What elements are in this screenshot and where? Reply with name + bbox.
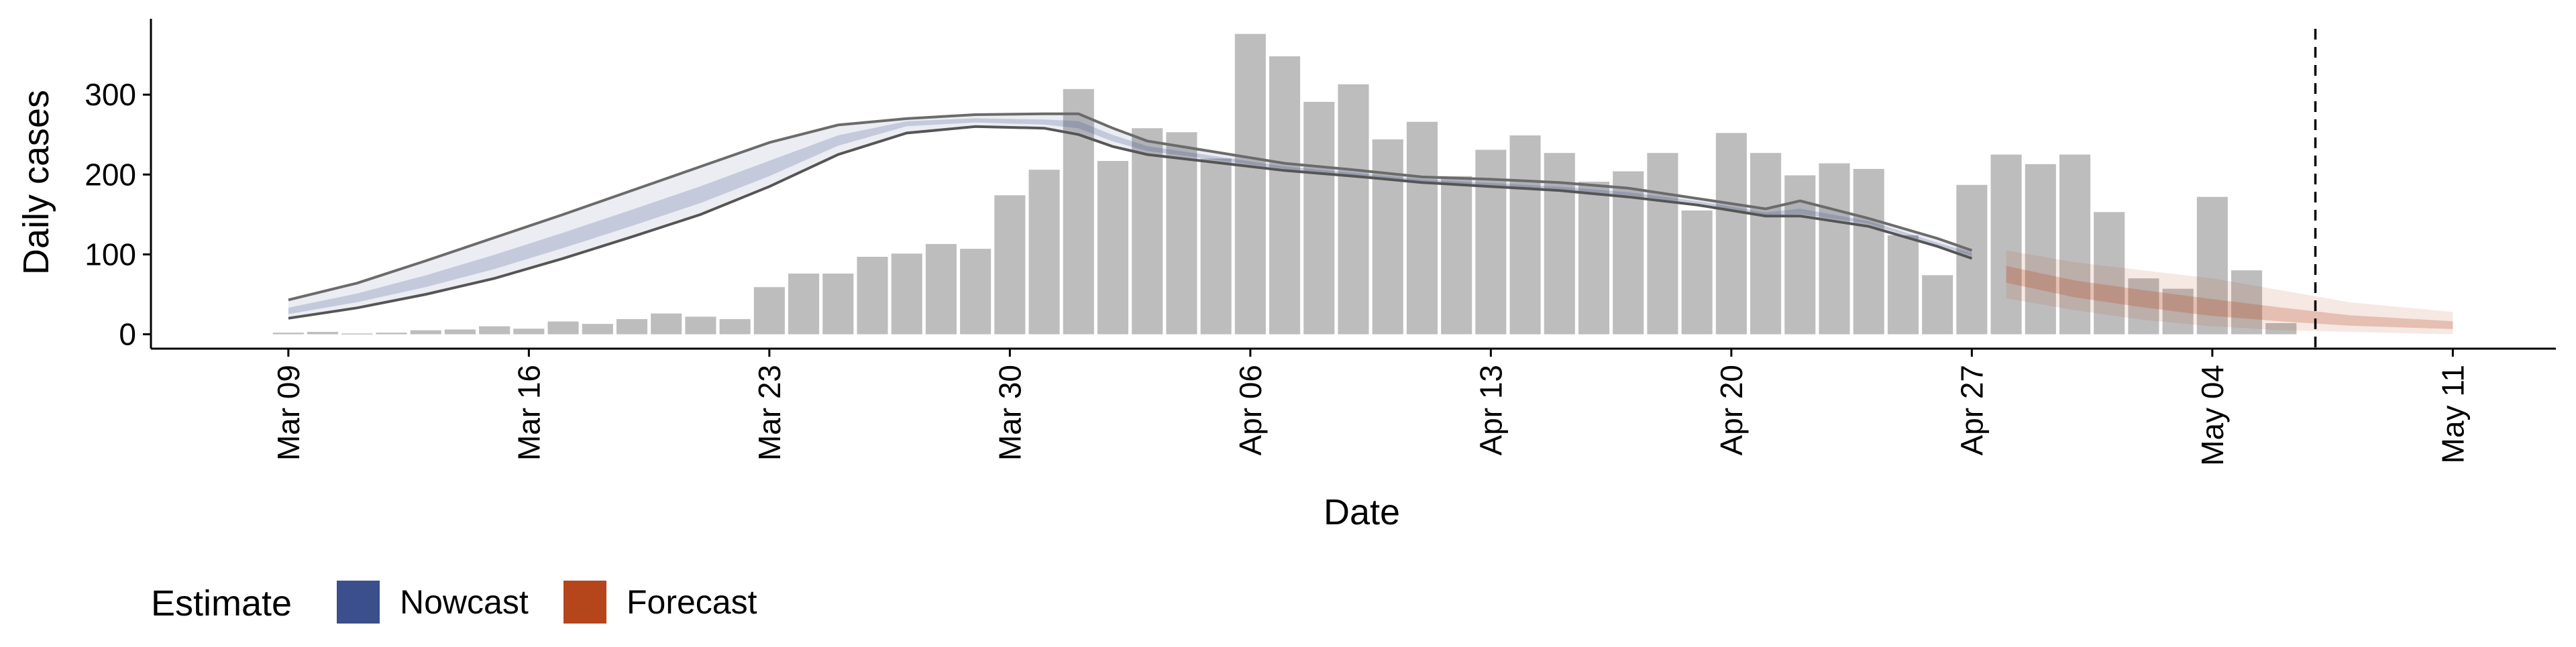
x-tick-label: Apr 06: [1233, 365, 1268, 456]
bar: [1406, 121, 1438, 335]
bar: [547, 321, 579, 335]
ticks-layer: 0 100 200 300 Mar 09 Mar 16 Mar 23 Mar 30 Apr 06…: [85, 77, 2470, 466]
bar: [2128, 278, 2159, 335]
x-tick-label: May 11: [2435, 365, 2470, 463]
axes-layer: [150, 19, 2556, 350]
y-tick-label: 100: [85, 237, 136, 272]
y-tick-label: 200: [85, 157, 136, 192]
x-tick-label: Apr 13: [1473, 365, 1508, 456]
x-tick-label: Apr 20: [1714, 365, 1749, 456]
bar: [1303, 101, 1335, 335]
bar: [822, 274, 854, 335]
bar: [1028, 170, 1060, 335]
bar: [1681, 210, 1713, 335]
bands-layer: [288, 113, 2453, 335]
bar: [2265, 322, 2297, 335]
legend-label-forecast: Forecast: [627, 583, 757, 621]
bar: [616, 318, 648, 335]
bar: [479, 326, 511, 335]
bar: [1475, 150, 1507, 335]
bar: [376, 333, 407, 335]
forecast-inner-band: [2006, 266, 2453, 329]
bar: [651, 313, 682, 335]
y-tick-label: 0: [119, 317, 136, 352]
bar: [1819, 163, 1850, 335]
y-axis-label: Daily cases: [16, 90, 56, 275]
bar: [1509, 135, 1541, 335]
bar: [1647, 153, 1678, 335]
bar: [2231, 270, 2263, 335]
y-tick-label: 300: [85, 77, 136, 112]
bar: [410, 330, 441, 335]
bar: [891, 253, 922, 335]
x-tick-label: May 04: [2195, 365, 2230, 466]
bar: [857, 257, 888, 335]
bar: [685, 316, 716, 335]
bar: [2196, 196, 2228, 335]
x-axis-label: Date: [1324, 492, 1400, 532]
bar: [994, 195, 1026, 335]
x-tick-label: Mar 30: [992, 365, 1027, 461]
bar: [272, 333, 304, 335]
bar: [1063, 89, 1094, 335]
bar: [1853, 168, 1884, 335]
legend: Estimate Nowcast Forecast: [151, 581, 757, 624]
bar: [2162, 288, 2194, 335]
bar: [1715, 133, 1747, 335]
bar: [2094, 212, 2125, 335]
nowcast-lower-line: [288, 125, 1973, 320]
nowcast-inner-band: [288, 118, 1972, 314]
legend-label-nowcast: Nowcast: [400, 583, 529, 621]
bar: [1338, 84, 1369, 335]
bar: [1200, 158, 1232, 335]
bar: [1887, 235, 1919, 335]
bar: [719, 318, 751, 335]
bar: [1132, 128, 1163, 335]
bar: [513, 329, 545, 335]
lines-layer: [288, 112, 1973, 320]
bar: [960, 249, 991, 335]
legend-title: Estimate: [151, 583, 292, 624]
bar: [582, 324, 613, 335]
bar: [1956, 184, 1988, 335]
bar: [1372, 139, 1403, 335]
bar: [1269, 56, 1301, 335]
bar: [2059, 154, 2091, 335]
bars-layer: [272, 34, 2297, 335]
bar: [1166, 132, 1197, 335]
bar: [753, 287, 785, 335]
bar: [1097, 161, 1129, 335]
bar: [444, 329, 476, 335]
x-tick-label: Mar 09: [271, 365, 306, 461]
x-tick-label: Mar 23: [752, 365, 787, 461]
bar: [1234, 34, 1266, 335]
bar: [307, 331, 339, 335]
x-tick-label: Apr 27: [1954, 365, 1989, 456]
bar: [2025, 164, 2056, 335]
bar: [1544, 153, 1575, 335]
bar: [1784, 175, 1816, 335]
bar: [1990, 154, 2022, 335]
nowcast-outer-band: [288, 113, 1972, 318]
legend-swatch-nowcast: [337, 581, 380, 624]
bar: [788, 274, 820, 335]
bar: [341, 333, 373, 335]
x-tick-label: Mar 16: [511, 365, 546, 461]
bar: [925, 243, 957, 335]
bar: [1922, 275, 1953, 335]
bar: [1750, 153, 1782, 335]
legend-swatch-forecast: [564, 581, 606, 624]
nowcast-upper-line: [288, 112, 1973, 302]
bar: [1578, 182, 1610, 335]
bar: [1441, 176, 1472, 335]
forecast-outer-band: [2006, 250, 2453, 335]
